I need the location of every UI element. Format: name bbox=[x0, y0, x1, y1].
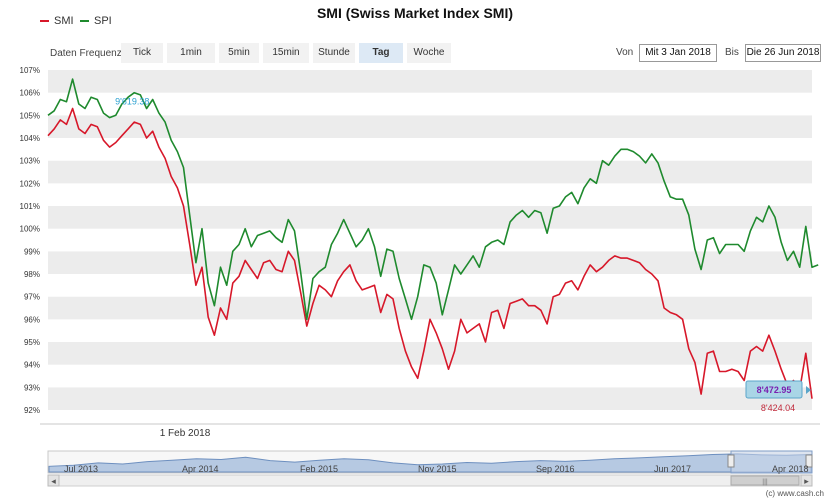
grid-band bbox=[48, 183, 812, 206]
legend-swatch-smi bbox=[40, 20, 49, 22]
smi-last-value-badge bbox=[745, 380, 803, 399]
frequency-button-tick[interactable]: Tick bbox=[121, 43, 163, 63]
y-tick-label: 93% bbox=[24, 383, 40, 392]
scrollbar-thumb[interactable] bbox=[730, 475, 800, 486]
series-line-spi[interactable] bbox=[47, 78, 819, 321]
frequency-button-tag[interactable]: Tag bbox=[359, 43, 403, 63]
grid-band bbox=[48, 92, 812, 116]
smi-last-value-label: 8'472.95 bbox=[757, 385, 792, 395]
scroll-right-button[interactable] bbox=[800, 474, 813, 487]
navigator-date-label: Jul 2013 bbox=[64, 464, 98, 474]
y-tick-label: 97% bbox=[24, 293, 40, 302]
grid-bands bbox=[48, 70, 812, 410]
frequency-button-15min[interactable]: 15min bbox=[263, 43, 309, 63]
navigator-scrollbar-track[interactable] bbox=[47, 474, 813, 487]
grid-band bbox=[48, 115, 812, 138]
navigator-area bbox=[48, 453, 812, 473]
scrollbar-grip-icon: ||| bbox=[762, 479, 768, 486]
last-value-marker-icon bbox=[806, 386, 811, 394]
series-line-smi[interactable] bbox=[47, 107, 813, 399]
grid-band bbox=[48, 70, 812, 93]
y-tick-label: 95% bbox=[24, 338, 40, 347]
grid-band bbox=[48, 342, 812, 365]
grid-band bbox=[48, 274, 812, 297]
chart-title: SMI (Swiss Market Index SMI) bbox=[316, 5, 514, 21]
frequency-button-woche[interactable]: Woche bbox=[407, 43, 451, 63]
navigator-handle-left[interactable] bbox=[727, 454, 735, 468]
annotation-layer: 9'619.38 8'472.95 8'424.04 bbox=[115, 97, 811, 413]
y-tick-label: 98% bbox=[24, 270, 40, 279]
legend-label-spi: SPI bbox=[94, 15, 112, 27]
smi-min-label: 8'424.04 bbox=[761, 403, 795, 413]
y-tick-label: 104% bbox=[20, 134, 40, 143]
frequency-button-5min[interactable]: 5min bbox=[219, 43, 259, 63]
y-tick-label: 102% bbox=[20, 179, 40, 188]
navigator-date-label: Sep 2016 bbox=[536, 464, 575, 474]
x-tick-label: 1 Feb 2018 bbox=[160, 428, 211, 439]
range-from-input[interactable]: Mit 3 Jan 2018 bbox=[639, 44, 717, 62]
grid-band bbox=[48, 387, 812, 410]
navigator-date-label: Apr 2014 bbox=[182, 464, 219, 474]
scroll-left-button[interactable] bbox=[47, 474, 60, 487]
grid-band bbox=[48, 296, 812, 320]
series-layer bbox=[47, 78, 819, 399]
range-from-label: Von bbox=[616, 47, 634, 58]
grid-band bbox=[48, 251, 812, 274]
main-chart: 92% 93% 94% 95% 96% 97% 98% 99% 100% 101% 102% 103%… bbox=[20, 66, 820, 439]
legend-item-spi[interactable]: SPI bbox=[80, 15, 112, 27]
y-tick-label: 103% bbox=[20, 157, 40, 166]
y-tick-label: 99% bbox=[24, 247, 40, 256]
legend-item-smi[interactable]: SMI bbox=[40, 15, 74, 27]
x-axis: 1 Feb 2018 bbox=[40, 423, 820, 439]
navigator-date-label: Apr 2018 bbox=[772, 464, 809, 474]
navigator-labels: Jul 2013 Apr 2014 Feb 2015 Nov 2015 Sep 2016… bbox=[64, 464, 809, 474]
y-axis-ticks: 92% 93% 94% 95% 96% 97% 98% 99% 100% 101% 102% 103%… bbox=[20, 66, 40, 415]
frequency-button-stunde[interactable]: Stunde bbox=[313, 43, 355, 63]
y-tick-label: 100% bbox=[20, 225, 40, 234]
navigator-date-label: Jun 2017 bbox=[654, 464, 691, 474]
navigator-handle-right[interactable] bbox=[805, 454, 813, 468]
y-tick-label: 96% bbox=[24, 315, 40, 324]
frequency-label: Daten Frequenz bbox=[50, 48, 122, 59]
copyright-text: (c) www.cash.ch bbox=[765, 489, 824, 498]
y-tick-label: 107% bbox=[20, 66, 40, 75]
y-tick-label: 94% bbox=[24, 361, 40, 370]
y-tick-label: 92% bbox=[24, 406, 40, 415]
grid-band bbox=[48, 319, 812, 342]
legend-swatch-spi bbox=[80, 20, 89, 22]
y-tick-label: 106% bbox=[20, 89, 40, 98]
legend-label-smi: SMI bbox=[54, 15, 74, 27]
navigator-date-label: Feb 2015 bbox=[300, 464, 338, 474]
frequency-button-1min[interactable]: 1min bbox=[167, 43, 215, 63]
grid-band bbox=[48, 206, 812, 229]
grid-band bbox=[48, 138, 812, 161]
navigator-date-label: Nov 2015 bbox=[418, 464, 457, 474]
grid-band bbox=[48, 160, 812, 184]
scroll-left-arrow-icon: ◂ bbox=[51, 476, 56, 486]
y-tick-label: 105% bbox=[20, 111, 40, 120]
range-to-input[interactable]: Die 26 Jun 2018 bbox=[745, 44, 821, 62]
scroll-right-arrow-icon: ▸ bbox=[804, 476, 809, 486]
y-tick-label: 101% bbox=[20, 202, 40, 211]
grid-band bbox=[48, 364, 812, 388]
spi-max-label: 9'619.38 bbox=[115, 97, 149, 107]
range-to-label: Bis bbox=[725, 47, 739, 58]
